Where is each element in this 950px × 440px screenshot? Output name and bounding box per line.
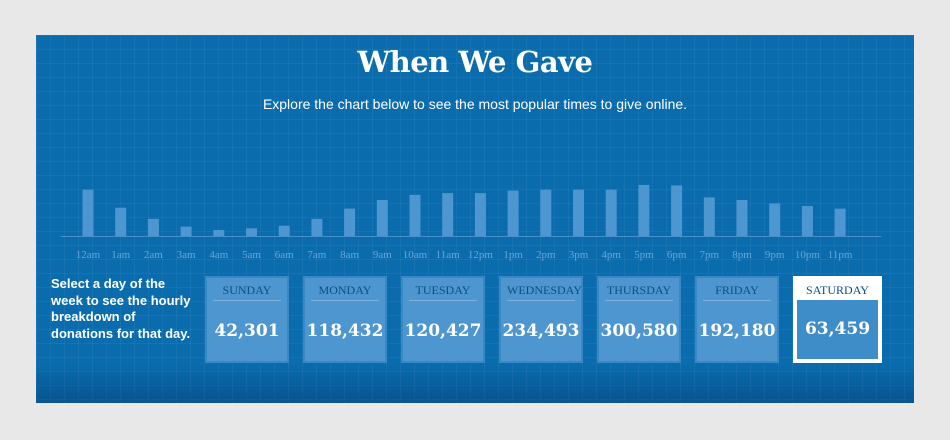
day-card-sunday[interactable]: Sunday 42,301 bbox=[205, 276, 289, 363]
day-value: 192,180 bbox=[698, 321, 776, 341]
tick-label-3pm: 3pm bbox=[569, 249, 589, 261]
tick-label-8am: 8am bbox=[340, 249, 359, 261]
bar-1pm[interactable] bbox=[507, 190, 519, 236]
day-card-monday[interactable]: Monday 118,432 bbox=[303, 276, 387, 363]
tick-label-7pm: 7pm bbox=[700, 249, 720, 261]
bar-6am[interactable] bbox=[278, 225, 290, 236]
tick-label-6am: 6am bbox=[275, 249, 294, 261]
tick-label-9pm: 9pm bbox=[765, 249, 785, 261]
tick-label-5pm: 5pm bbox=[634, 249, 654, 261]
chart-panel: When We Gave Explore the chart below to … bbox=[36, 35, 914, 403]
tick-label-11pm: 11pm bbox=[828, 249, 853, 261]
day-value: 118,432 bbox=[306, 321, 384, 341]
day-name: Friday bbox=[703, 278, 771, 301]
day-name: Tuesday bbox=[409, 278, 477, 301]
bar-8am[interactable] bbox=[344, 208, 356, 236]
page-subtitle: Explore the chart below to see the most … bbox=[262, 96, 688, 112]
tick-label-7am: 7am bbox=[307, 249, 326, 261]
tick-label-5am: 5am bbox=[242, 249, 261, 261]
bar-6pm[interactable] bbox=[671, 185, 683, 236]
bar-10am[interactable] bbox=[409, 194, 421, 236]
day-name: Wednesday bbox=[507, 278, 582, 301]
bar-3pm[interactable] bbox=[573, 189, 584, 236]
instructions-text: Select a day of the week to see the hour… bbox=[51, 276, 191, 341]
bar-7pm[interactable] bbox=[703, 197, 715, 236]
hourly-bar-chart: 12am 1am 2am 3am 4am 5am 6am 7am 8am 9am 10am 11am 1… bbox=[61, 185, 881, 261]
tick-label-12am: 12am bbox=[76, 249, 101, 261]
bar-5pm[interactable] bbox=[638, 185, 650, 236]
bar-2pm[interactable] bbox=[540, 189, 552, 236]
tick-label-2am: 2am bbox=[144, 249, 163, 261]
bar-5am[interactable] bbox=[246, 228, 257, 236]
tick-label-9am: 9am bbox=[373, 249, 392, 261]
bar-3am[interactable] bbox=[180, 226, 192, 236]
day-card-thursday[interactable]: Thursday 300,580 bbox=[597, 276, 681, 363]
bar-10pm[interactable] bbox=[801, 206, 813, 236]
bar-2am[interactable] bbox=[147, 218, 159, 236]
tick-label-10pm: 10pm bbox=[795, 249, 821, 261]
tick-label-2pm: 2pm bbox=[536, 249, 556, 261]
tick-label-3am: 3am bbox=[177, 249, 196, 261]
tick-label-1am: 1am bbox=[111, 249, 130, 261]
bar-11am[interactable] bbox=[442, 193, 454, 236]
tick-label-4am: 4am bbox=[209, 249, 228, 261]
day-name: Saturday bbox=[806, 283, 869, 297]
day-name: Monday bbox=[311, 278, 379, 301]
tick-label-4pm: 4pm bbox=[601, 249, 621, 261]
day-card-friday[interactable]: Friday 192,180 bbox=[695, 276, 779, 363]
day-value: 42,301 bbox=[214, 321, 280, 341]
bar-9am[interactable] bbox=[376, 200, 388, 236]
tick-label-1pm: 1pm bbox=[503, 249, 523, 261]
day-value: 120,427 bbox=[404, 321, 482, 341]
bar-11pm[interactable] bbox=[834, 208, 846, 236]
tick-label-6pm: 6pm bbox=[667, 249, 687, 261]
tick-label-12pm: 12pm bbox=[468, 249, 494, 261]
bar-12am[interactable] bbox=[82, 189, 94, 236]
bar-9pm[interactable] bbox=[769, 203, 781, 236]
day-name: Sunday bbox=[213, 278, 281, 301]
day-card-wednesday[interactable]: Wednesday 234,493 bbox=[499, 276, 583, 363]
day-card-saturday[interactable]: Saturday 63,459 bbox=[793, 276, 882, 363]
bar-4pm[interactable] bbox=[605, 189, 617, 236]
tick-label-10am: 10am bbox=[403, 249, 428, 261]
day-name: Thursday bbox=[605, 278, 673, 301]
tick-label-11am: 11am bbox=[436, 249, 460, 261]
day-value: 234,493 bbox=[502, 321, 580, 341]
tick-label-8pm: 8pm bbox=[732, 249, 752, 261]
bar-12pm[interactable] bbox=[474, 193, 486, 236]
bar-1am[interactable] bbox=[115, 207, 127, 236]
bar-8pm[interactable] bbox=[736, 200, 748, 236]
day-value: 63,459 bbox=[797, 300, 878, 359]
page-title: When We Gave bbox=[357, 45, 593, 79]
bar-7am[interactable] bbox=[311, 218, 323, 236]
day-value: 300,580 bbox=[600, 321, 678, 341]
day-card-tuesday[interactable]: Tuesday 120,427 bbox=[401, 276, 485, 363]
bar-4am[interactable] bbox=[213, 230, 225, 236]
